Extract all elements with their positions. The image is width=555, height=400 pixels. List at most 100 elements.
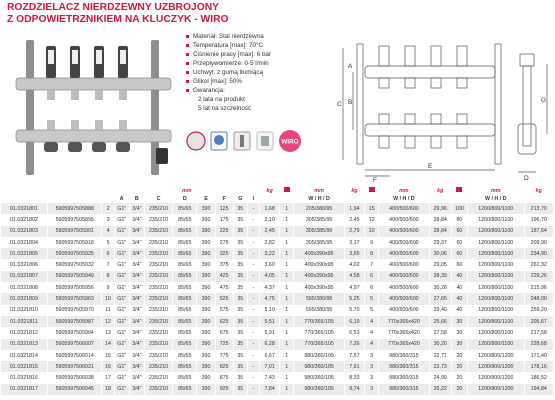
cell: 85/65 [172,248,198,260]
cell: 196,70 [524,214,555,226]
cell: 980/360/315 [378,383,430,396]
cell: 1 [279,327,295,339]
cell: 35 [233,248,248,260]
cell: 40 [451,304,468,316]
cell: G1" [114,383,130,396]
title-line: ROZDZIELACZ NIERDZEWNY UZBROJONY [7,2,220,13]
cell: G1" [114,372,130,384]
cell: 3/4" [129,270,145,283]
cell: 390 [196,372,216,384]
cell: 7,57 [344,349,366,362]
cell: 1200/800/1100 [467,225,525,237]
cell: 3 [101,214,115,226]
cell: 980/360/105 [293,372,345,384]
cell: 225 [215,225,234,237]
cell: 01.0321807 [1,270,48,283]
cell: 35 [233,282,248,294]
icon [456,187,463,192]
cell: 30 [451,338,468,350]
cell: 400x390x95 [293,259,345,271]
cell: 13 [101,327,115,339]
cell: 390 [196,236,216,249]
cell: 1200/800/1200 [467,383,525,396]
warranty: 2 lata na produkt [198,96,245,103]
cell: 1 [279,225,295,237]
cell: 5905997505956 [47,282,103,294]
cell: 1 [279,338,295,350]
cell: 30,06 [429,248,452,260]
cell: 85/65 [172,304,198,316]
cell: 980/360/315 [378,349,430,362]
cell: 1200/800/1200 [467,361,525,373]
cell: 40 [451,270,468,283]
warranty: 5 lat na szczelność [198,105,252,112]
cell: 9 [364,236,380,249]
cell: 3,22 [259,248,281,260]
cell: - [247,248,261,260]
cell: 425 [215,270,234,283]
cell: 925 [215,383,234,396]
cell: 1200/800/1100 [467,293,525,305]
cell: 595/380/95 [293,304,345,316]
feature: Glikol [max]: 50% [186,77,271,86]
table-row: 01.0321804 5905997505918 5 G1" 3/4" 235/210 85… [1,236,555,249]
cell: 625 [215,315,234,328]
table-row: 01.0321808 5905997505956 9 G1" 3/4" 235/210 85… [1,282,555,294]
cell: G1" [114,338,130,350]
cell: 1 [279,236,295,249]
diagram-label: E [428,163,433,170]
cell: 85/65 [172,338,198,350]
cell: 770/365/105 [293,315,345,328]
cell: 6,28 [259,338,281,350]
cell: 7,01 [259,361,281,373]
cell: 8,74 [344,383,366,396]
cell: G1" [114,225,130,237]
cell: 194,84 [524,383,555,396]
diagram-label: B [348,99,352,106]
diagram-label: A [348,63,353,70]
cell: 27,65 [429,293,452,305]
cell: 01.0321805 [1,248,48,260]
cell: - [247,338,261,350]
cell: 1 [279,372,295,384]
unit: kg [524,186,555,195]
cell: 1200/800/1100 [467,327,525,339]
column-letter: E [196,195,216,203]
cell: 3/4" [129,236,145,249]
cell: 6,53 [344,327,366,339]
cell: 7,91 [344,361,366,373]
cell: 235/210 [144,383,174,396]
cell: 5,10 [259,304,281,316]
cell: 187,64 [524,225,555,237]
cell: 3/4" [129,349,145,362]
cell: 390 [196,203,216,215]
table-row: 01.0321801 5905997505888 2 G1" 3/4" 235/210 85… [1,203,555,215]
cell: 234,90 [524,248,555,260]
cell: 1,68 [259,203,281,215]
cell: 5 [364,304,380,316]
cell: 3/4" [129,338,145,350]
cell: 60 [451,259,468,271]
cell: 205,67 [524,315,555,328]
feature: Materiał: Stal nierdzewna [186,32,271,41]
cell: 390 [196,361,216,373]
cell: 1 [279,214,295,226]
cell: 4,75 [259,293,281,305]
feature: Gwarancja: [186,86,271,95]
cell: G1" [114,361,130,373]
cell: 5,70 [344,304,366,316]
cell: 35 [233,236,248,249]
cell: 01.0321804 [1,236,48,249]
cell: 20 [451,361,468,373]
cell: 30 [451,315,468,328]
cell: 35 [233,293,248,305]
cell: 85/65 [172,259,198,271]
unit: kg [259,186,281,195]
manifold [15,40,172,175]
cell: 400/500/600 [378,214,430,226]
cell: 01.0321815 [1,361,48,373]
cell: - [247,282,261,294]
cell: G1" [114,282,130,294]
cell: - [247,270,261,283]
cell: 1 [279,203,295,215]
